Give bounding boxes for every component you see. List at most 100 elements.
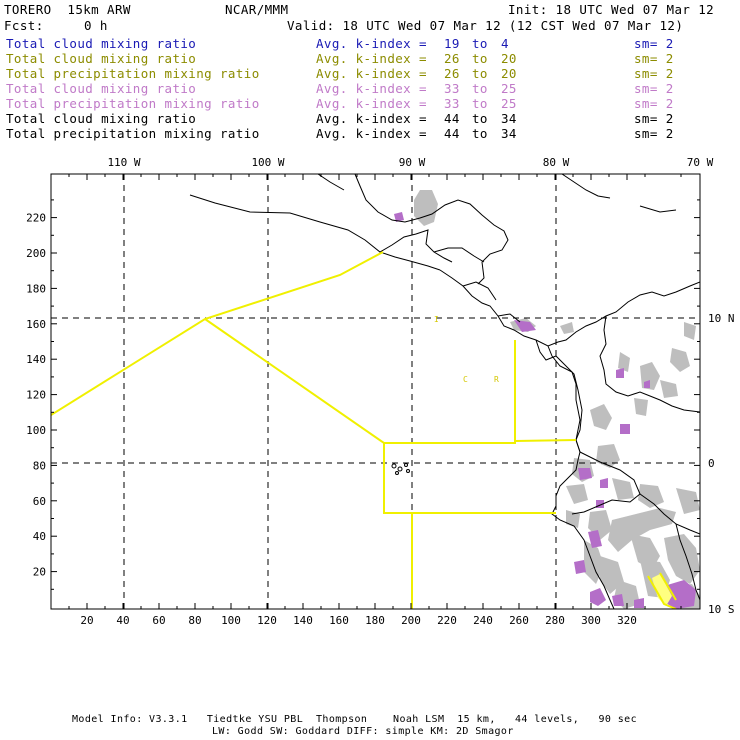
- border-ecuador: [571, 451, 641, 515]
- y-tick-label: 20: [33, 566, 46, 579]
- gray-cloud-area: [664, 534, 700, 584]
- x-tick-label: 180: [365, 614, 385, 627]
- x-tick-label: 120: [257, 614, 277, 627]
- longitude-label: 100 W: [251, 156, 284, 169]
- forecast-hour: 0 h: [84, 18, 108, 33]
- gray-cloud-area: [590, 404, 612, 430]
- border-colombia-venezuela: [599, 315, 700, 413]
- x-tick-label: 280: [545, 614, 565, 627]
- y-tick-label: 180: [26, 282, 46, 295]
- legend-from: 44: [444, 126, 460, 141]
- x-tick-label: 260: [509, 614, 529, 627]
- gray-cloud-area: [634, 398, 648, 416]
- y-tick-label: 60: [33, 495, 46, 508]
- legend-sm: sm= 2: [634, 126, 674, 141]
- border-honduras: [433, 247, 485, 263]
- gray-cloud-area: [618, 352, 630, 372]
- y-tick-label: 100: [26, 424, 46, 437]
- border-peru-brazil: [639, 493, 700, 535]
- coastline-mexico: [189, 194, 441, 271]
- legend-to: 34: [501, 111, 517, 126]
- legend-from: 33: [444, 81, 460, 96]
- longitude-label: 110 W: [107, 156, 140, 169]
- legend-to: 20: [501, 66, 517, 81]
- legend-to-word: to: [472, 111, 488, 126]
- purple-cloud-area: [620, 424, 630, 434]
- gray-cloud-area: [414, 190, 438, 226]
- border-nicaragua: [462, 281, 497, 301]
- yellow-cloud-area: [652, 574, 672, 606]
- tick-labels: 20 40 60 80 100 120 140 160 180 200 220 240 260 280 30…: [26, 156, 734, 627]
- init-time: Init: 18 UTC Wed 07 Mar 12: [508, 2, 715, 17]
- purple-cloud-area: [612, 594, 624, 606]
- latitude-label: 10 N: [708, 312, 735, 325]
- gray-cloud-area: [566, 484, 588, 504]
- y-tick-label: 200: [26, 247, 46, 260]
- legend-to: 4: [501, 36, 509, 51]
- purple-cloud-area: [394, 212, 404, 222]
- gray-cloud-area: [660, 380, 678, 398]
- region-boundary: [51, 251, 677, 609]
- border-peru-bolivia: [675, 523, 700, 601]
- gray-cloud-area: [584, 540, 604, 584]
- y-tick-label: 40: [33, 530, 46, 543]
- cloud-layer-gray: [414, 190, 700, 609]
- legend-to-word: to: [472, 66, 488, 81]
- x-tick-label: 200: [401, 614, 421, 627]
- legend-field: Total cloud mixing ratio: [6, 81, 197, 96]
- purple-cloud-area: [600, 478, 608, 488]
- x-tick-label: 240: [473, 614, 493, 627]
- legend-to-word: to: [472, 81, 488, 96]
- legend-to-word: to: [472, 96, 488, 111]
- lat-lon-grid: [51, 174, 700, 609]
- gray-cloud-area: [630, 534, 660, 570]
- legend-from: 44: [444, 111, 460, 126]
- gray-cloud-area: [596, 444, 620, 468]
- y-tick-label: 160: [26, 318, 46, 331]
- gray-cloud-area: [676, 488, 700, 514]
- forecast-label: Fcst:: [4, 18, 44, 33]
- y-tick-label: 220: [26, 212, 46, 225]
- legend-stat: Avg. k-index =: [316, 126, 435, 141]
- gray-cloud-area: [670, 348, 690, 372]
- coastline-caribbean-islands: [561, 174, 677, 213]
- legend-stat: Avg. k-index =: [316, 111, 435, 126]
- legend-from: 26: [444, 66, 460, 81]
- legend-to-word: to: [472, 51, 488, 66]
- purple-cloud-area: [588, 530, 602, 548]
- border-costa-rica: [497, 313, 521, 323]
- coastlines: [189, 174, 700, 609]
- x-tick-label: 100: [221, 614, 241, 627]
- x-tick-label: 20: [80, 614, 93, 627]
- legend-sm: sm= 2: [634, 36, 674, 51]
- purple-cloud-area: [644, 380, 650, 388]
- legend-sm: sm= 2: [634, 96, 674, 111]
- organization-label: NCAR/MMM: [225, 2, 289, 17]
- y-tick-label: 140: [26, 353, 46, 366]
- legend-from: 19: [444, 36, 460, 51]
- gray-cloud-area: [608, 508, 676, 552]
- legend-sm: sm= 2: [634, 111, 674, 126]
- legend-to: 20: [501, 51, 517, 66]
- legend-stat: Avg. k-index =: [316, 51, 435, 66]
- gray-cloud-area: [638, 484, 664, 508]
- legend-to: 25: [501, 96, 517, 111]
- legend-from: 33: [444, 96, 460, 111]
- legend-sm: sm= 2: [634, 66, 674, 81]
- valid-time: Valid: 18 UTC Wed 07 Mar 12 (12 CST Wed …: [287, 18, 684, 33]
- gray-cloud-area: [684, 322, 696, 340]
- longitude-label: 90 W: [399, 156, 426, 169]
- latitude-label: 0: [708, 457, 715, 470]
- legend-sm: sm= 2: [634, 81, 674, 96]
- legend-field: Total cloud mixing ratio: [6, 36, 197, 51]
- galapagos-islands: [391, 463, 410, 475]
- cuba-west: [317, 174, 345, 191]
- legend-field: Total cloud mixing ratio: [6, 51, 197, 66]
- border-panama-colombia: [547, 345, 581, 453]
- purple-cloud-area: [578, 468, 592, 480]
- legend-field: Total cloud mixing ratio: [6, 111, 197, 126]
- legend-stat: Avg. k-index =: [316, 36, 435, 51]
- x-tick-label: 160: [329, 614, 349, 627]
- y-tick-label: 120: [26, 389, 46, 402]
- legend-field: Total precipitation mixing ratio: [6, 96, 260, 111]
